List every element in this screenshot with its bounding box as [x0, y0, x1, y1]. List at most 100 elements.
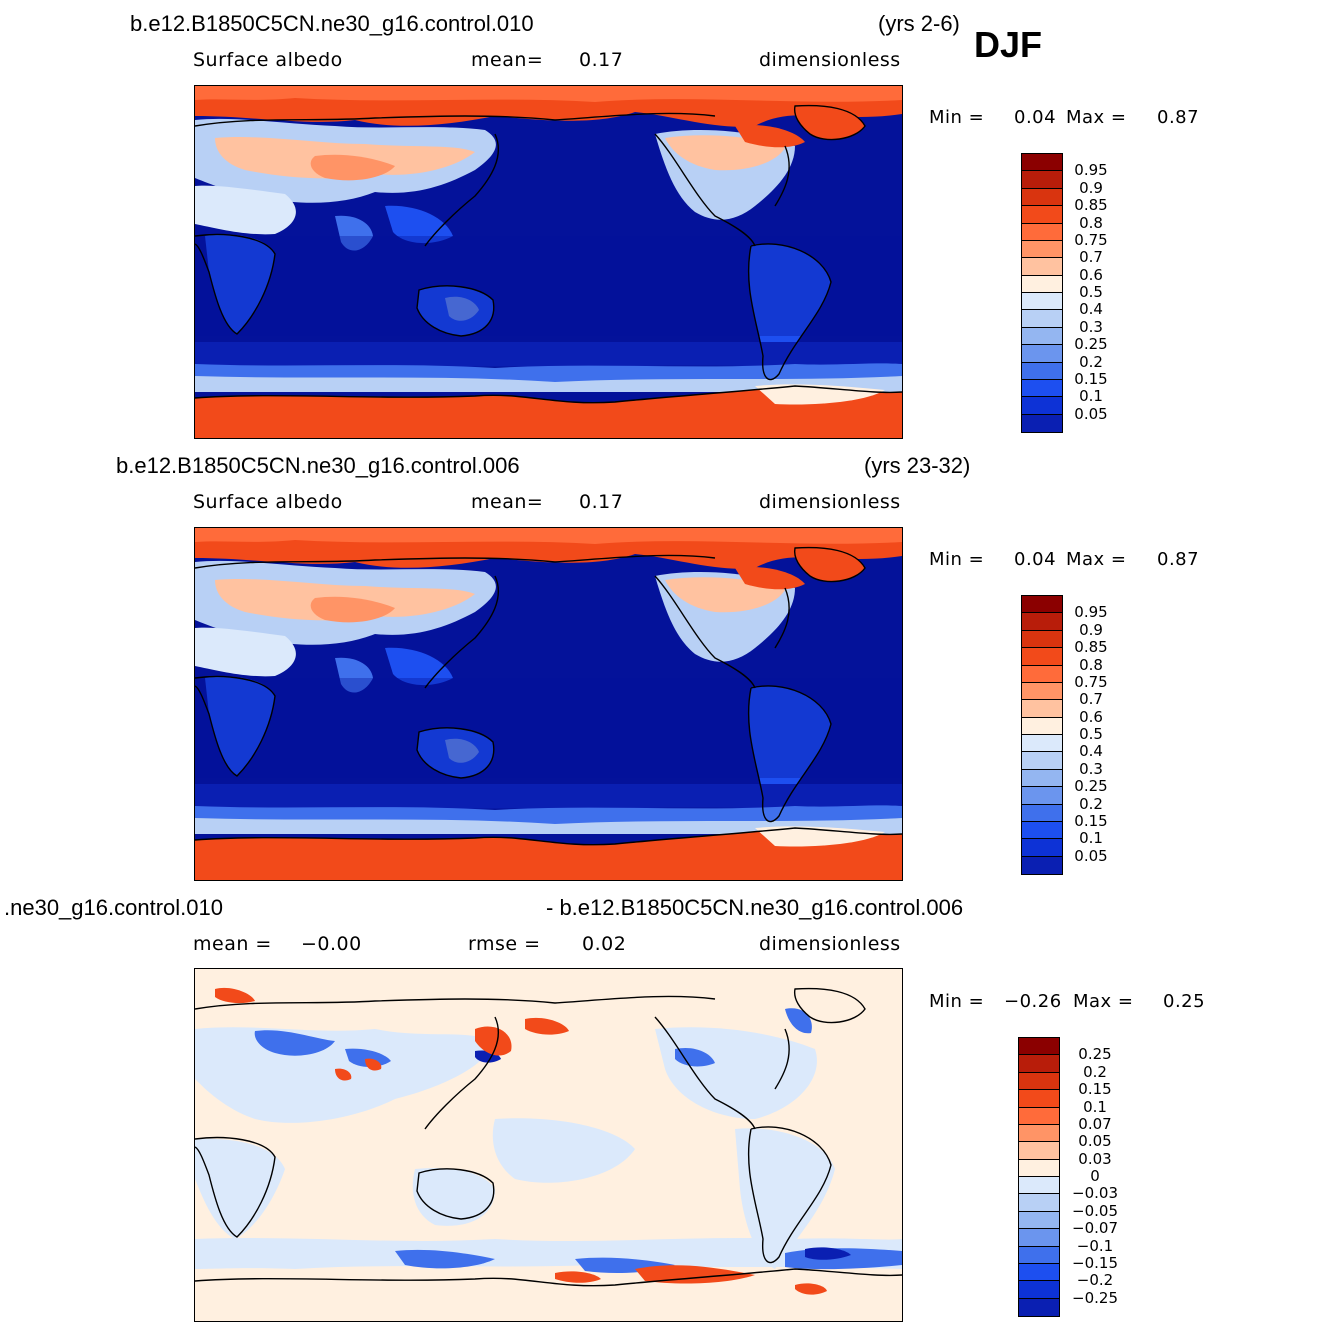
colorbar-tick-label: 0.4 — [1079, 300, 1103, 319]
colorbar-swatch — [1022, 700, 1062, 718]
colorbar-tick-label: 0.15 — [1074, 369, 1108, 388]
colorbar-tick-label: 0.05 — [1074, 846, 1108, 865]
colorbar-swatch — [1019, 1298, 1059, 1316]
colorbar-swatch — [1022, 327, 1062, 346]
colorbar-swatch — [1022, 596, 1062, 614]
colorbar-tick-label: −0.2 — [1076, 1271, 1114, 1290]
colorbar-tick-label: 0.15 — [1074, 811, 1108, 830]
colorbar-tick-label: 0.7 — [1079, 690, 1103, 709]
panel1-mean-value: 0.17 — [579, 49, 624, 71]
colorbar-swatch — [1022, 630, 1062, 649]
colorbar-tick-label: −0.25 — [1072, 1288, 1118, 1307]
colorbar-swatch — [1022, 613, 1062, 631]
colorbar-swatch — [1022, 275, 1062, 293]
colorbar-tick-label: −0.07 — [1072, 1219, 1118, 1238]
colorbar-tick-label: 0.03 — [1078, 1149, 1112, 1168]
panel3-units: dimensionless — [759, 933, 901, 955]
colorbar-swatch — [1022, 682, 1062, 701]
colorbar-swatch — [1019, 1194, 1059, 1212]
panel3-mean-label: mean = — [193, 933, 272, 955]
panel2-units: dimensionless — [759, 491, 901, 513]
colorbar-tick-label: 0.25 — [1074, 335, 1108, 354]
colorbar-tick-label: 0.1 — [1083, 1097, 1107, 1116]
colorbar-tick-label: 0.2 — [1079, 794, 1103, 813]
colorbar-swatch — [1019, 1246, 1059, 1264]
colorbar-swatch — [1022, 223, 1062, 241]
colorbar-swatch — [1022, 752, 1062, 770]
panel3-map — [194, 968, 903, 1322]
panel3-colorbar — [1018, 1037, 1060, 1317]
colorbar-tick-label: −0.1 — [1076, 1236, 1114, 1255]
colorbar-swatch — [1022, 171, 1062, 189]
colorbar-swatch — [1022, 397, 1062, 415]
colorbar-tick-label: 0.85 — [1074, 638, 1108, 657]
colorbar-swatch — [1022, 665, 1062, 683]
colorbar-swatch — [1019, 1142, 1059, 1160]
colorbar-tick-label: −0.05 — [1072, 1201, 1118, 1220]
colorbar-swatch — [1019, 1107, 1059, 1125]
colorbar-swatch — [1019, 1038, 1059, 1056]
colorbar-swatch — [1022, 310, 1062, 328]
colorbar-swatch — [1019, 1263, 1059, 1282]
panel2-title: b.e12.B1850C5CN.ne30_g16.control.006 — [116, 453, 520, 478]
colorbar-swatch — [1022, 804, 1062, 822]
colorbar-tick-label: 0.2 — [1079, 352, 1103, 371]
colorbar-swatch — [1022, 362, 1062, 380]
colorbar-tick-label: 0.9 — [1079, 620, 1103, 639]
panel2-mean-value: 0.17 — [579, 491, 624, 513]
colorbar-swatch — [1022, 240, 1062, 259]
season-label: DJF — [974, 24, 1043, 65]
colorbar-swatch — [1022, 206, 1062, 224]
colorbar-swatch — [1022, 414, 1062, 432]
colorbar-swatch — [1022, 293, 1062, 311]
colorbar-tick-label: 0.95 — [1074, 603, 1108, 622]
colorbar-tick-label: 0.25 — [1078, 1045, 1112, 1064]
colorbar-swatch — [1019, 1159, 1059, 1177]
panel2-min-value: 0.04 — [1014, 549, 1057, 570]
panel3-min-label: Min = — [929, 991, 985, 1012]
colorbar-swatch — [1022, 154, 1062, 172]
panel1-variable: Surface albedo — [193, 49, 343, 71]
colorbar-swatch — [1022, 379, 1062, 398]
colorbar-tick-label: 0.3 — [1079, 317, 1103, 336]
panel1-title: b.e12.B1850C5CN.ne30_g16.control.010 — [130, 11, 534, 36]
colorbar-tick-label: 0.05 — [1074, 404, 1108, 423]
colorbar-tick-label: 0.95 — [1074, 161, 1108, 180]
colorbar-swatch — [1022, 258, 1062, 276]
colorbar-tick-label: 0.75 — [1074, 230, 1108, 249]
colorbar-tick-label: 0.05 — [1078, 1132, 1112, 1151]
panel2-map — [194, 527, 903, 881]
panel1-min-value: 0.04 — [1014, 107, 1057, 128]
panel1-max-label: Max = — [1066, 107, 1127, 128]
colorbar-swatch — [1022, 839, 1062, 857]
panel1-units: dimensionless — [759, 49, 901, 71]
panel3-title-right: - b.e12.B1850C5CN.ne30_g16.control.006 — [546, 895, 964, 920]
panel2-max-label: Max = — [1066, 549, 1127, 570]
panel2-colorbar — [1021, 595, 1063, 875]
panel3-min-value: −0.26 — [1004, 991, 1062, 1012]
colorbar-swatch — [1022, 856, 1062, 874]
colorbar-tick-label: 0.5 — [1079, 283, 1103, 301]
colorbar-tick-label: −0.15 — [1072, 1253, 1118, 1272]
colorbar-swatch — [1019, 1177, 1059, 1195]
panel1-mean-label: mean= — [471, 49, 544, 71]
colorbar-tick-label: 0.1 — [1079, 829, 1103, 848]
colorbar-tick-label: 0 — [1090, 1167, 1100, 1185]
panel2-years: (yrs 23-32) — [864, 453, 971, 478]
colorbar-swatch — [1019, 1124, 1059, 1143]
panel2-min-label: Min = — [929, 549, 985, 570]
colorbar-tick-label: 0.07 — [1078, 1114, 1112, 1133]
colorbar-swatch — [1022, 735, 1062, 753]
panel1-max-value: 0.87 — [1157, 107, 1200, 128]
colorbar-tick-label: 0.8 — [1079, 655, 1103, 674]
panel3-rmse-label: rmse = — [468, 933, 541, 955]
colorbar-tick-label: 0.1 — [1079, 387, 1103, 406]
colorbar-swatch — [1022, 345, 1062, 363]
colorbar-tick-label: 0.6 — [1079, 265, 1103, 284]
colorbar-swatch — [1022, 717, 1062, 735]
colorbar-swatch — [1019, 1229, 1059, 1247]
panel2-mean-label: mean= — [471, 491, 544, 513]
panel3-mean-value: −0.00 — [301, 933, 362, 955]
colorbar-tick-label: 0.6 — [1079, 707, 1103, 726]
colorbar-swatch — [1022, 821, 1062, 840]
